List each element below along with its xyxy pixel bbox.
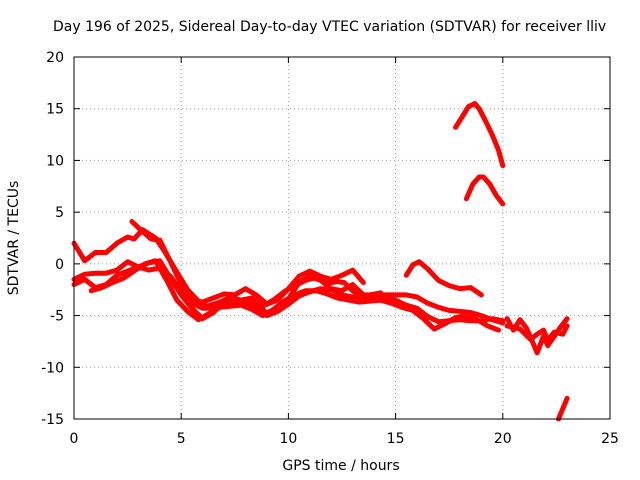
chart-title: Day 196 of 2025, Sidereal Day-to-day VTE… [53,19,606,35]
x-tick-label: 20 [494,431,512,447]
x-tick-label: 0 [70,431,79,447]
series-group [71,101,570,422]
series-line-trace-12 [556,395,570,422]
series-line-trace-8 [453,101,506,169]
y-tick-label: 5 [55,205,64,221]
grid [74,57,610,419]
series-line-trace-2 [129,219,366,307]
series-line-trace-5 [88,258,501,333]
x-axis-label: GPS time / hours [282,458,399,474]
y-tick-label: 10 [46,153,64,169]
series-line-trace-7 [403,259,484,298]
x-tick-label: 5 [177,431,186,447]
x-tick-label: 10 [279,431,297,447]
series-line-trace-11 [504,323,570,343]
y-axis-label: SDTVAR / TECUs [6,181,22,296]
series-line-trace-6 [333,278,384,301]
y-tick-label: 20 [46,50,64,66]
y-tick-label: 15 [46,102,64,118]
y-tick-label: -10 [41,360,64,376]
plot-frame [73,56,611,420]
series-line-trace-9 [463,174,506,207]
tick-labels: 0 5 10 15 20 25 -15 -10 -5 0 5 10 15 20 [41,50,619,447]
y-tick-label: 0 [55,257,64,273]
x-tick-label: 25 [601,431,619,447]
y-tick-label: -15 [41,412,64,428]
x-tick-label: 15 [387,431,405,447]
y-tick-label: -5 [50,309,64,325]
